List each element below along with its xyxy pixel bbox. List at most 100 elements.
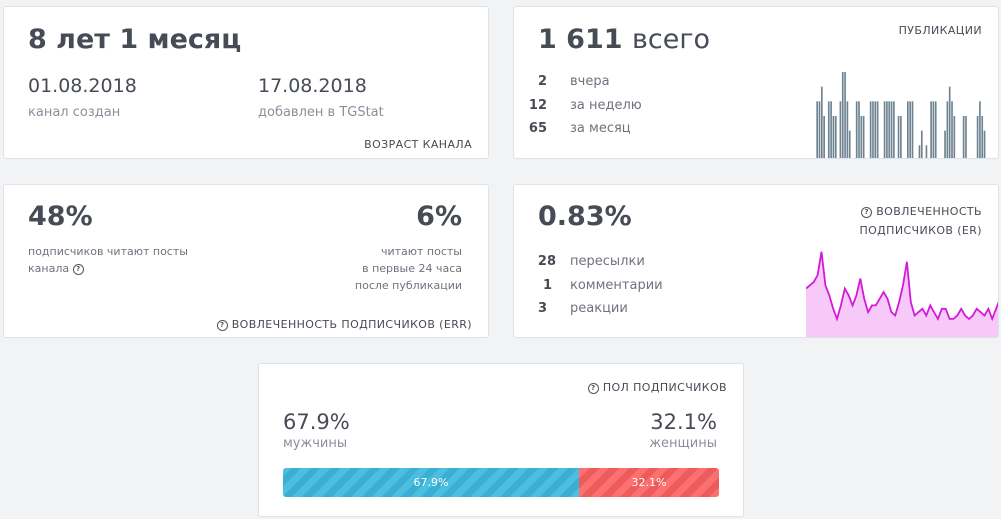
publication-bar[interactable] <box>846 101 849 159</box>
er-caption-line1: ВОВЛЕЧЕННОСТЬ <box>876 205 982 218</box>
publication-bar[interactable] <box>962 116 965 159</box>
publication-bar[interactable] <box>890 101 893 159</box>
publications-caption: ПУБЛИКАЦИИ <box>898 24 982 37</box>
publications-total-value: 1 611 <box>538 24 623 55</box>
publication-bar[interactable] <box>841 72 844 159</box>
publication-bar[interactable] <box>946 101 949 159</box>
female-percent: 32.1% <box>650 410 717 434</box>
publication-bar[interactable] <box>874 101 877 159</box>
publication-bar[interactable] <box>981 116 984 159</box>
publication-bar[interactable] <box>848 130 851 159</box>
posts-yesterday-value: 2 <box>537 74 547 89</box>
publication-bar[interactable] <box>930 101 932 159</box>
publication-bar[interactable] <box>951 101 953 159</box>
female-bar-segment[interactable]: 32.1% <box>579 468 719 497</box>
err-percent-label-line2: канала <box>28 262 70 275</box>
err-percent-label-line1: подписчиков читают посты <box>28 245 188 258</box>
publication-bar[interactable] <box>893 101 895 159</box>
posts-week-value: 12 <box>528 98 547 113</box>
publication-bar[interactable] <box>953 116 956 159</box>
publication-bar[interactable] <box>883 101 886 159</box>
question-icon[interactable]: ? <box>216 319 228 331</box>
er-line[interactable] <box>806 251 999 322</box>
publication-bar[interactable] <box>934 101 937 159</box>
publication-bar[interactable] <box>869 101 872 159</box>
er-area-fill <box>806 251 998 337</box>
publication-bar[interactable] <box>979 101 981 159</box>
publications-total: 1 611 всего <box>538 24 710 55</box>
channel-age-value: 8 лет 1 месяц <box>28 24 242 55</box>
err24-label-line2: в первые 24 часа <box>362 262 462 275</box>
err-percent: 48% <box>28 201 93 232</box>
er-reactions-value: 3 <box>537 301 547 316</box>
posts-week-label: за неделю <box>570 98 642 113</box>
created-date: 01.08.2018 <box>28 75 137 97</box>
publication-bar[interactable] <box>830 101 832 159</box>
err-caption[interactable]: ? ВОВЛЕЧЕННОСТЬ ПОДПИСЧИКОВ (ERR) <box>216 318 472 331</box>
er-value: 0.83% <box>538 201 632 232</box>
publication-bar[interactable] <box>918 145 921 159</box>
publication-bar[interactable] <box>860 116 863 159</box>
publication-bar[interactable] <box>920 130 923 159</box>
question-icon[interactable]: ? <box>587 382 599 394</box>
publication-bar[interactable] <box>965 116 967 159</box>
er-caption[interactable]: ? ВОВЛЕЧЕННОСТЬ ПОДПИСЧИКОВ (ER) <box>859 202 982 240</box>
publication-bar[interactable] <box>886 101 888 159</box>
publication-bar[interactable] <box>872 101 874 159</box>
publication-bar[interactable] <box>816 101 818 159</box>
publication-bar[interactable] <box>897 116 900 159</box>
posts-month-value: 65 <box>528 121 547 136</box>
er-area-chart[interactable] <box>806 239 999 338</box>
publication-bar[interactable] <box>832 116 835 159</box>
publication-bar[interactable] <box>976 116 979 159</box>
er-comments-value: 1 <box>542 278 552 293</box>
publication-bar[interactable] <box>827 101 830 159</box>
er-forwards-value: 28 <box>537 254 556 269</box>
publication-bar[interactable] <box>858 101 860 159</box>
publication-bar[interactable] <box>844 72 846 159</box>
male-bar-label: 67.9% <box>413 476 449 489</box>
gender-caption-text: ПОЛ ПОДПИСЧИКОВ <box>602 381 727 394</box>
channel-age-card: 8 лет 1 месяц 01.08.2018 канал создан 17… <box>3 6 489 159</box>
publication-bar[interactable] <box>948 86 951 159</box>
publications-bar-chart[interactable] <box>814 67 999 159</box>
publication-bar[interactable] <box>818 101 821 159</box>
male-bar-segment[interactable]: 67.9% <box>283 468 580 497</box>
publication-bar[interactable] <box>909 101 911 159</box>
gender-caption[interactable]: ? ПОЛ ПОДПИСЧИКОВ <box>587 381 727 394</box>
publication-bar[interactable] <box>820 86 823 159</box>
publication-bar[interactable] <box>823 116 825 159</box>
question-icon[interactable]: ? <box>861 206 873 218</box>
err24-label-line3: после публикации <box>354 279 462 292</box>
male-percent: 67.9% <box>283 410 350 434</box>
publication-bar[interactable] <box>907 101 909 159</box>
publications-total-word: всего <box>631 24 711 55</box>
publication-bar[interactable] <box>834 116 837 159</box>
publication-bar[interactable] <box>983 130 986 159</box>
publication-bar[interactable] <box>900 116 902 159</box>
publications-card[interactable]: 1 611 всего ПУБЛИКАЦИИ 2 вчера 12 за нед… <box>513 6 999 159</box>
created-label: канал создан <box>28 105 121 120</box>
er-forwards-label: пересылки <box>570 254 645 269</box>
female-label: женщины <box>649 436 717 451</box>
err24-percent: 6% <box>416 201 462 232</box>
publication-bar[interactable] <box>855 101 858 159</box>
er-card[interactable]: 0.83% ? ВОВЛЕЧЕННОСТЬ ПОДПИСЧИКОВ (ER) 2… <box>513 184 999 338</box>
publication-bar[interactable] <box>911 101 914 159</box>
male-label: мужчины <box>283 436 348 451</box>
er-caption-line2: ПОДПИСЧИКОВ (ER) <box>859 224 982 237</box>
publication-bar[interactable] <box>888 101 891 159</box>
err24-label-line1: читают посты <box>380 245 462 258</box>
publication-bar[interactable] <box>944 130 946 159</box>
publication-bar[interactable] <box>925 145 928 159</box>
publication-bar[interactable] <box>862 116 865 159</box>
posts-month-label: за месяц <box>570 121 631 136</box>
question-icon[interactable]: ? <box>72 263 84 275</box>
publication-bar[interactable] <box>876 101 879 159</box>
publication-bar[interactable] <box>932 101 935 159</box>
added-label: добавлен в TGStat <box>258 105 384 120</box>
err24-label: читают посты в первые 24 часа после публ… <box>355 243 462 294</box>
posts-yesterday-label: вчера <box>570 74 610 89</box>
publication-bar[interactable] <box>839 101 842 159</box>
gender-card: ? ПОЛ ПОДПИСЧИКОВ 67.9% мужчины 32.1% же… <box>258 363 744 517</box>
